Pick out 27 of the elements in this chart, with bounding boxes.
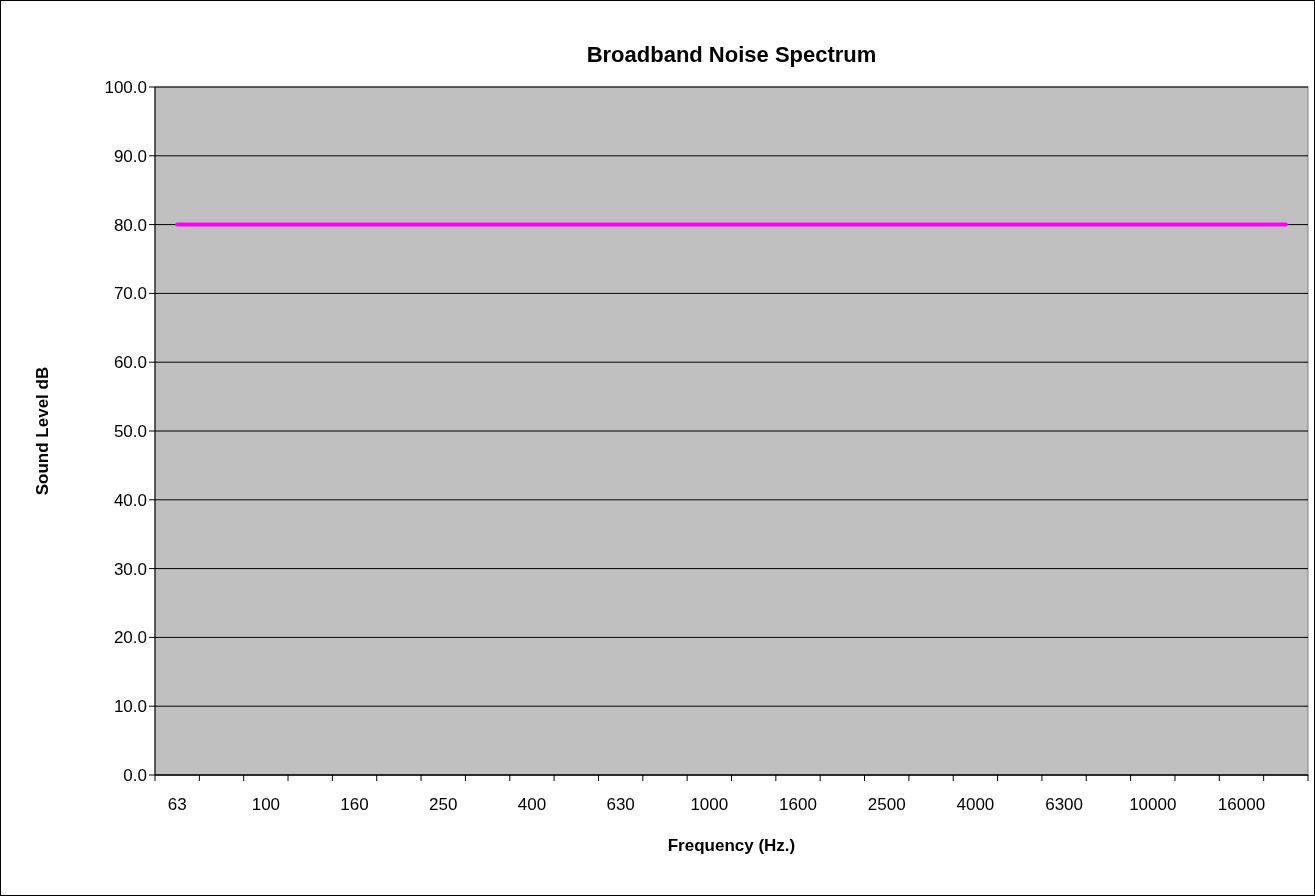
x-tick-label: 16000: [1217, 795, 1266, 814]
x-tick-label: 1000: [690, 795, 729, 814]
x-tick-label: 10000: [1129, 795, 1177, 814]
y-tick-label: 70.0: [113, 284, 147, 304]
x-tick-label: 630: [606, 795, 635, 814]
x-tick-label: 100: [251, 795, 281, 814]
x-tick-label: 2500: [867, 795, 906, 814]
chart-title: Broadband Noise Spectrum: [586, 42, 877, 67]
y-tick-label: 50.0: [113, 421, 147, 441]
x-tick-label: 63: [167, 795, 187, 814]
y-tick-label: 100.0: [104, 77, 147, 97]
x-tick-label: 160: [340, 795, 369, 814]
x-tick-label: 6300: [1045, 795, 1084, 814]
y-axis-title: Sound Level dB: [33, 366, 52, 496]
x-axis-title: Frequency (Hz.): [667, 836, 796, 855]
y-tick-label: 90.0: [113, 146, 147, 166]
y-tick-label: 80.0: [113, 215, 147, 235]
y-tick-label: 10.0: [113, 697, 147, 717]
y-tick-label: 60.0: [113, 353, 147, 373]
y-tick-label: 0.0: [123, 765, 147, 785]
x-tick-label: 250: [429, 795, 458, 814]
x-tick-label: 400: [517, 795, 547, 814]
y-tick-label: 30.0: [113, 559, 147, 579]
x-tick-label: 1600: [779, 795, 817, 814]
y-tick-label: 20.0: [113, 628, 147, 648]
x-tick-label: 4000: [956, 795, 995, 814]
y-tick-label: 40.0: [113, 490, 147, 510]
